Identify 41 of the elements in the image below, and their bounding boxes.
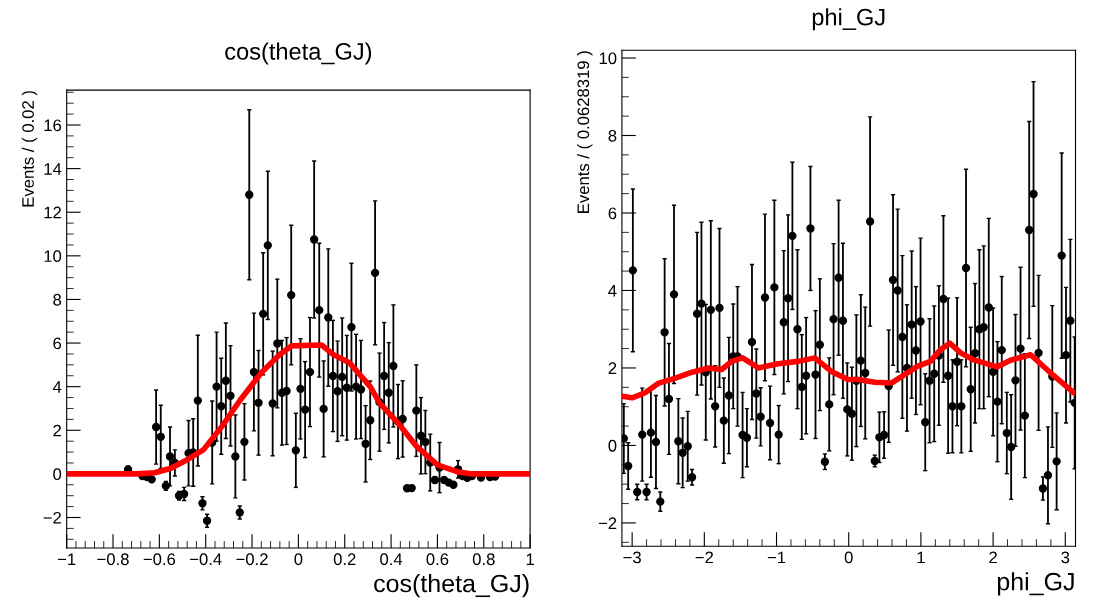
y-tick-label: 10 [599, 52, 617, 65]
y-tick-label: 6 [608, 207, 617, 220]
x-tick-label: −1 [767, 551, 786, 564]
x-tick-label: −3 [623, 551, 641, 564]
chart-title: phi_GJ [812, 8, 885, 31]
y-tick-label: −2 [43, 511, 61, 524]
x-tick-label: 3 [1061, 551, 1070, 564]
y-tick-label: 6 [53, 337, 62, 350]
y-tick-label: 16 [44, 119, 62, 132]
x-tick-label: 0.4 [380, 553, 403, 566]
x-tick-label: 1 [917, 551, 925, 564]
y-tick-label: −2 [598, 517, 617, 529]
y-tick-label: 10 [44, 250, 62, 263]
x-tick-label: 0 [294, 553, 303, 566]
x-tick-label: −0.2 [236, 553, 268, 566]
x-tick-label: −0.6 [143, 553, 176, 566]
x-axis-title: phi_GJ [997, 572, 1074, 596]
x-tick-label: 0.8 [472, 553, 495, 566]
y-tick-label: 14 [44, 163, 62, 175]
y-tick-label: 4 [608, 285, 617, 297]
chart-title: cos(theta_GJ) [225, 42, 372, 65]
x-tick-label: −2 [695, 551, 713, 564]
x-tick-label: −0.4 [190, 553, 222, 566]
x-tick-label: 0.6 [426, 553, 449, 566]
x-tick-label: 0 [844, 551, 853, 564]
y-tick-label: 0 [608, 439, 617, 452]
y-tick-label: 8 [608, 129, 617, 142]
y-tick-label: 2 [608, 362, 617, 374]
y-tick-label: 4 [52, 381, 62, 393]
y-tick-label: 2 [53, 424, 61, 437]
x-tick-label: −1 [57, 553, 76, 565]
y-axis-title: Events / ( 0.02 ) [21, 91, 38, 207]
y-axis-title: Events / ( 0.0628319 ) [576, 51, 593, 213]
y-tick-label: 12 [44, 206, 61, 219]
x-tick-label: −0.8 [97, 553, 129, 566]
y-tick-label: 8 [53, 293, 62, 306]
x-tick-label: 2 [989, 551, 997, 564]
x-tick-label: 1 [526, 553, 534, 565]
x-axis-title: cos(theta_GJ) [374, 573, 529, 598]
y-tick-label: 0 [53, 468, 62, 481]
x-tick-label: 0.2 [333, 553, 356, 566]
